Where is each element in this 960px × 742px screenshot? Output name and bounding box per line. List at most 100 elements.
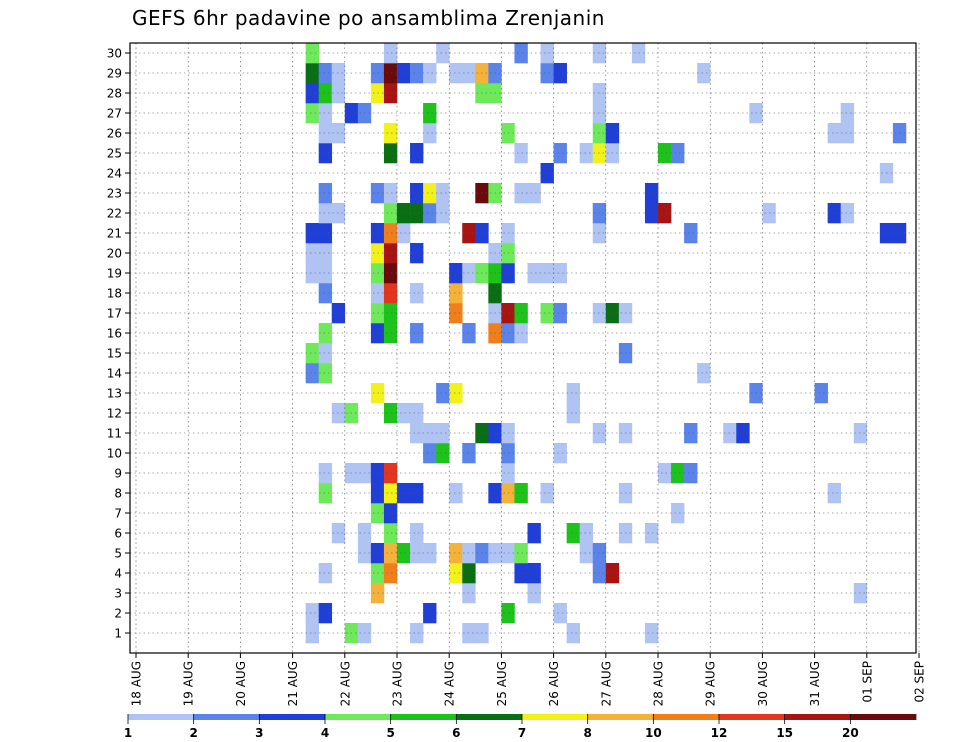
colorbar-label: 15 (776, 726, 793, 740)
y-tick-label: 19 (107, 267, 122, 281)
heatmap-cell (397, 543, 411, 564)
heatmap-cell (410, 283, 424, 304)
heatmap-cell (436, 183, 450, 204)
heatmap-cell (318, 243, 333, 264)
heatmap-cell (410, 243, 424, 264)
y-tick-label: 2 (114, 607, 122, 621)
heatmap-cell (553, 603, 567, 624)
heatmap-cell (436, 43, 450, 64)
heatmap-cell (410, 523, 424, 544)
heatmap-cell (566, 523, 580, 544)
heatmap-cell (671, 503, 685, 524)
heatmap-cell (318, 603, 333, 624)
heatmap-cell (449, 283, 463, 304)
x-tick-label: 24 AUG (443, 661, 457, 706)
heatmap-cell (305, 43, 319, 64)
y-tick-label: 27 (107, 107, 122, 121)
heatmap-cell (305, 623, 319, 644)
x-tick-label: 25 AUG (495, 661, 509, 706)
heatmap-cell (305, 63, 319, 84)
heatmap-cell (410, 323, 424, 344)
colorbar-swatch (456, 714, 523, 720)
colorbar-label: 20 (842, 726, 859, 740)
y-tick-label: 1 (114, 627, 122, 641)
colorbar: 1 2 3 4 5 6 7 8 10 12 15 20 (124, 714, 917, 740)
heatmap-cell (423, 183, 437, 204)
heatmap-cell (423, 543, 437, 564)
heatmap-cell (436, 423, 450, 444)
heatmap-cell (410, 143, 424, 164)
heatmap-cell (383, 483, 398, 504)
colorbar-label: 2 (189, 726, 197, 740)
heatmap-cell (671, 463, 685, 484)
y-tick-label: 14 (107, 367, 122, 381)
heatmap-cell (305, 343, 319, 364)
colorbar-swatch (193, 714, 260, 720)
heatmap-cell (397, 223, 411, 244)
x-tick-label: 18 AUG (130, 661, 144, 706)
heatmap-cell (553, 63, 567, 84)
heatmap-cell (305, 603, 319, 624)
heatmap-cell (423, 443, 437, 464)
y-tick-label: 13 (107, 387, 122, 401)
heatmap-cell (449, 303, 463, 324)
heatmap-cell (318, 123, 333, 144)
heatmap-cell (566, 383, 580, 404)
heatmap-cell (644, 523, 659, 544)
heatmap-cell (449, 263, 463, 284)
x-tick-label: 29 AUG (704, 661, 718, 706)
heatmap-cell (840, 203, 855, 224)
heatmap-cell (514, 43, 528, 64)
heatmap-cell (527, 263, 541, 284)
x-tick-label: 19 AUG (182, 661, 196, 706)
heatmap-cell (671, 143, 685, 164)
y-tick-label: 7 (114, 507, 122, 521)
heatmap-cell (383, 403, 398, 424)
y-tick-label: 10 (107, 447, 122, 461)
heatmap-cell (840, 123, 855, 144)
heatmap-cell (318, 283, 333, 304)
heatmap-cell (540, 63, 554, 84)
heatmap-cell (579, 543, 594, 564)
heatmap-cell (449, 383, 463, 404)
heatmap-cell (527, 563, 541, 584)
x-tick-label: 22 AUG (338, 661, 352, 706)
colorbar-swatch (325, 714, 392, 720)
heatmap-cell (410, 403, 424, 424)
colorbar-swatch (587, 714, 654, 720)
heatmap-cell (305, 223, 319, 244)
heatmap-cell (397, 483, 411, 504)
heatmap-cell (318, 223, 333, 244)
y-tick-label: 23 (107, 187, 122, 201)
heatmap-cell (514, 483, 528, 504)
heatmap-cell (318, 143, 333, 164)
heatmap-cell (527, 183, 541, 204)
heatmap-cell (658, 463, 672, 484)
heatmap-cell (423, 103, 437, 124)
heatmap-cell (684, 223, 698, 244)
heatmap-cell (383, 463, 398, 484)
colorbar-label: 3 (255, 726, 263, 740)
heatmap-cell (383, 323, 398, 344)
x-tick-label: 27 AUG (599, 661, 613, 706)
heatmap-cell (658, 143, 672, 164)
heatmap-cell (527, 523, 541, 544)
heatmap-cell (540, 263, 554, 284)
heatmap-cell (814, 383, 828, 404)
heatmap-cell (410, 183, 424, 204)
y-tick-label: 6 (114, 527, 122, 541)
colorbar-label: 8 (583, 726, 591, 740)
heatmap-cell (514, 143, 528, 164)
heatmap-cell (383, 523, 398, 544)
heatmap-cell (383, 63, 398, 84)
y-tick-label: 22 (107, 207, 122, 221)
heatmap-cell (318, 343, 333, 364)
y-tick-label: 3 (114, 587, 122, 601)
heatmap-cell (658, 203, 672, 224)
heatmap-cell (436, 203, 450, 224)
heatmap-cell (423, 63, 437, 84)
heatmap-cell (383, 83, 398, 104)
heatmap-cell (840, 103, 855, 124)
heatmap-cell (514, 303, 528, 324)
heatmap-cell (553, 303, 567, 324)
